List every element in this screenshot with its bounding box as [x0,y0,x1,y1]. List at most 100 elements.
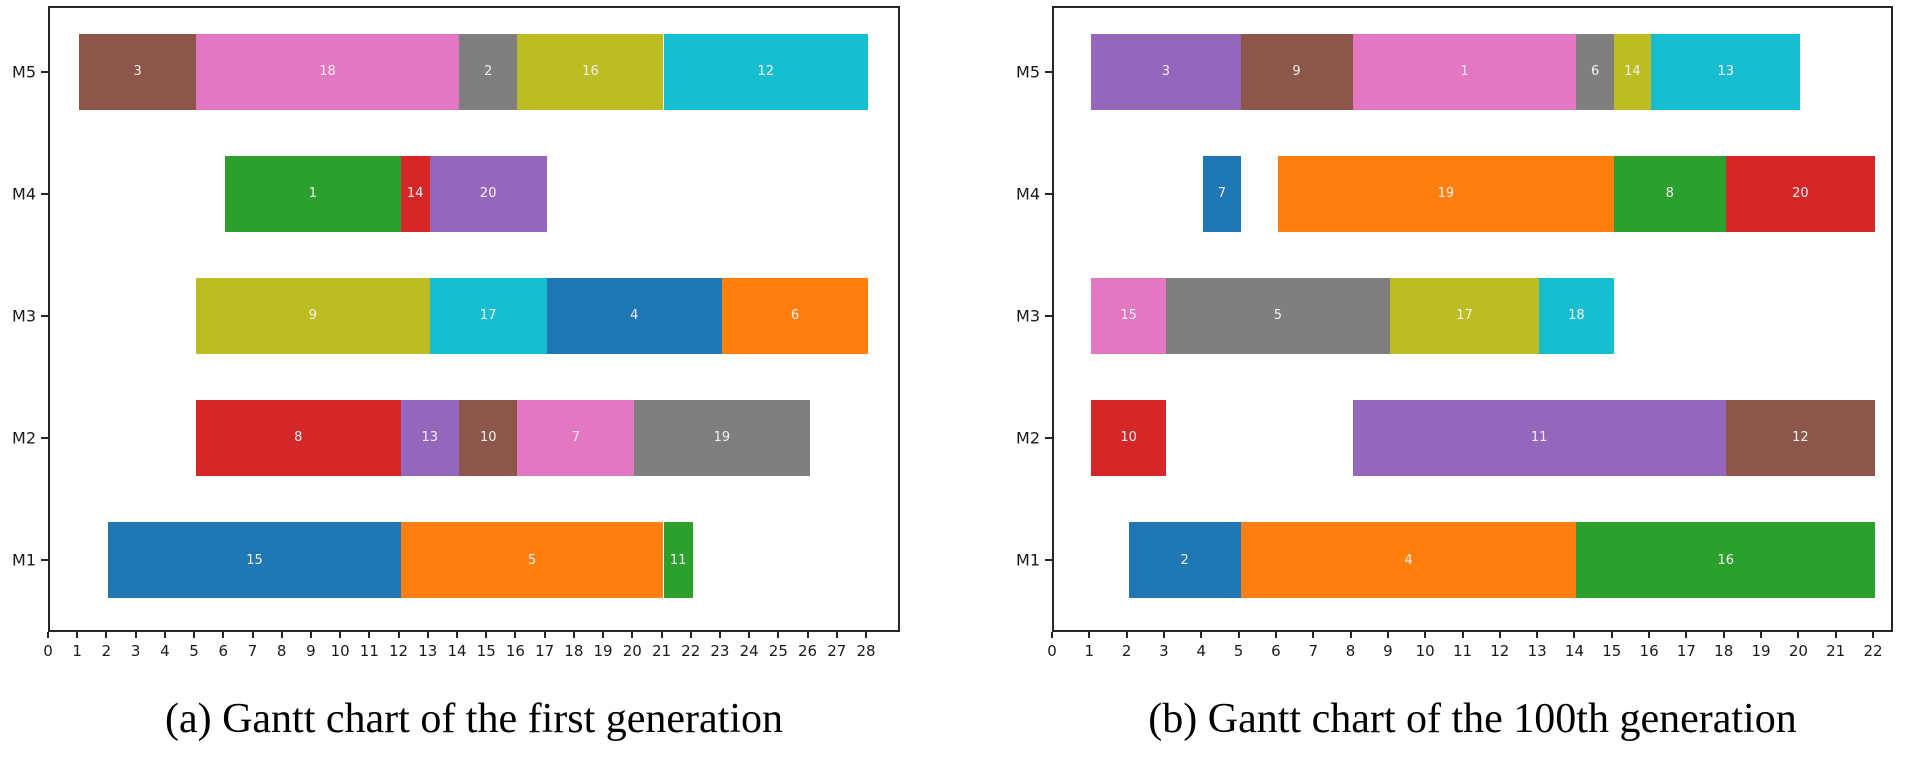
x-tick-label-13: 13 [1527,642,1547,660]
bar-job-label: 8 [1665,186,1674,202]
x-tick-label-18: 18 [1714,642,1734,660]
caption-100th-generation: (b) Gantt chart of the 100th generation [1148,696,1797,742]
x-axis-tick [1722,632,1725,638]
x-tick-label-20: 20 [1788,642,1808,660]
bar-job-label: 3 [133,64,142,80]
x-axis-tick [251,632,254,638]
gantt-bar-job-19: 19 [634,399,810,476]
bar-job-label: 17 [1456,308,1473,324]
x-axis-tick [835,632,838,638]
x-axis-tick [1610,632,1613,638]
gantt-bar-job-4: 4 [1240,522,1577,598]
x-tick-label-12: 12 [1490,642,1510,660]
x-tick-label-12: 12 [389,642,409,660]
bar-job-label: 18 [319,64,336,80]
x-tick-label-19: 19 [593,642,613,660]
x-tick-label-17: 17 [535,642,555,660]
x-axis-tick [1200,632,1203,638]
x-tick-label-0: 0 [43,642,53,660]
bar-job-label: 12 [1792,430,1809,446]
gantt-bar-job-11: 11 [1352,399,1726,476]
bar-job-label: 10 [1120,430,1137,446]
x-axis-tick [1349,632,1352,638]
x-axis-tick [1312,632,1315,638]
bar-job-label: 11 [1530,430,1548,446]
gantt-bar-job-10: 10 [1091,399,1166,476]
bar-job-label: 4 [1404,552,1413,568]
y-axis-tick [1045,70,1052,73]
x-tick-label-6: 6 [218,642,229,660]
x-tick-label-25: 25 [768,642,788,660]
x-axis-tick [1872,632,1874,638]
gantt-bar-job-18: 18 [1539,277,1614,354]
x-tick-label-3: 3 [130,642,141,660]
gantt-bar-job-2: 2 [1128,522,1241,598]
x-axis-tick [1461,632,1464,638]
x-axis-tick [514,632,517,638]
x-axis-tick [572,632,575,638]
x-tick-label-8: 8 [276,642,287,660]
gantt-bar-job-12: 12 [1725,399,1875,476]
gantt-bar-job-11: 11 [663,522,693,598]
x-axis-tick [1685,632,1688,638]
gantt-bar-job-3: 3 [79,33,197,110]
y-axis-tick [1045,559,1052,561]
x-axis-tick [1274,632,1277,638]
x-axis-tick [777,632,780,638]
x-axis-tick [1834,632,1837,638]
gantt-bar-job-5: 5 [1165,277,1390,354]
bar-job-label: 18 [1568,308,1585,324]
gantt-bar-job-7: 7 [1203,155,1241,232]
gantt-bar-job-15: 15 [108,522,401,598]
machine-label-m2: M2 [1016,428,1040,448]
x-tick-label-6: 6 [1271,642,1281,660]
bar-job-label: 11 [669,552,687,568]
bar-job-label: 2 [1180,552,1189,568]
machine-label-m3: M3 [12,306,36,326]
x-axis-tick [1760,632,1763,638]
bar-job-label: 2 [484,64,493,80]
x-axis-tick [631,632,634,638]
x-axis-tick [543,632,546,638]
x-axis-tick [1088,632,1091,638]
gantt-bar-job-10: 10 [459,399,518,476]
x-tick-label-13: 13 [418,642,438,660]
machine-label-m5: M5 [1016,62,1040,82]
bar-job-label: 14 [406,186,424,202]
bar-job-label: 1 [1460,64,1469,80]
x-axis-tick [163,632,166,638]
caption-first-generation: (a) Gantt chart of the first generation [164,696,784,742]
x-axis-tick [485,632,488,638]
gantt-bar-job-14: 14 [400,155,430,232]
bar-job-label: 15 [246,552,263,568]
x-axis-tick [748,632,751,638]
x-tick-label-11: 11 [1452,642,1473,660]
x-axis-tick [456,632,458,638]
x-axis-tick [1237,632,1240,638]
gantt-chart-first-generation: 3 18 2 16 12 1 14 20 9 17 4 6 8 13 10 7 19 15 5 11 [48,6,900,632]
bar-job-label: 16 [582,64,599,80]
x-axis-tick [105,632,108,638]
bar-job-label: 20 [479,186,497,202]
x-axis-tick [397,632,400,638]
x-tick-label-9: 9 [1383,642,1393,660]
x-tick-label-7: 7 [247,642,258,660]
x-axis-tick [1424,632,1427,638]
x-axis-tick [280,632,283,638]
x-tick-label-10: 10 [1415,642,1435,660]
x-axis-tick [1125,632,1128,638]
gantt-bar-job-4: 4 [546,277,722,354]
x-tick-label-7: 7 [1308,642,1318,660]
x-tick-label-16: 16 [505,642,525,660]
x-axis-tick [426,632,429,638]
bar-job-label: 8 [294,430,303,446]
gantt-bar-job-9: 9 [196,277,430,354]
gantt-bar-job-6: 6 [1576,33,1614,110]
x-axis-tick [1051,632,1053,638]
bar-job-label: 13 [421,430,439,446]
x-tick-label-10: 10 [330,642,350,660]
y-axis-tick [41,559,48,561]
x-tick-label-24: 24 [739,642,759,660]
y-axis-tick [1045,314,1052,317]
